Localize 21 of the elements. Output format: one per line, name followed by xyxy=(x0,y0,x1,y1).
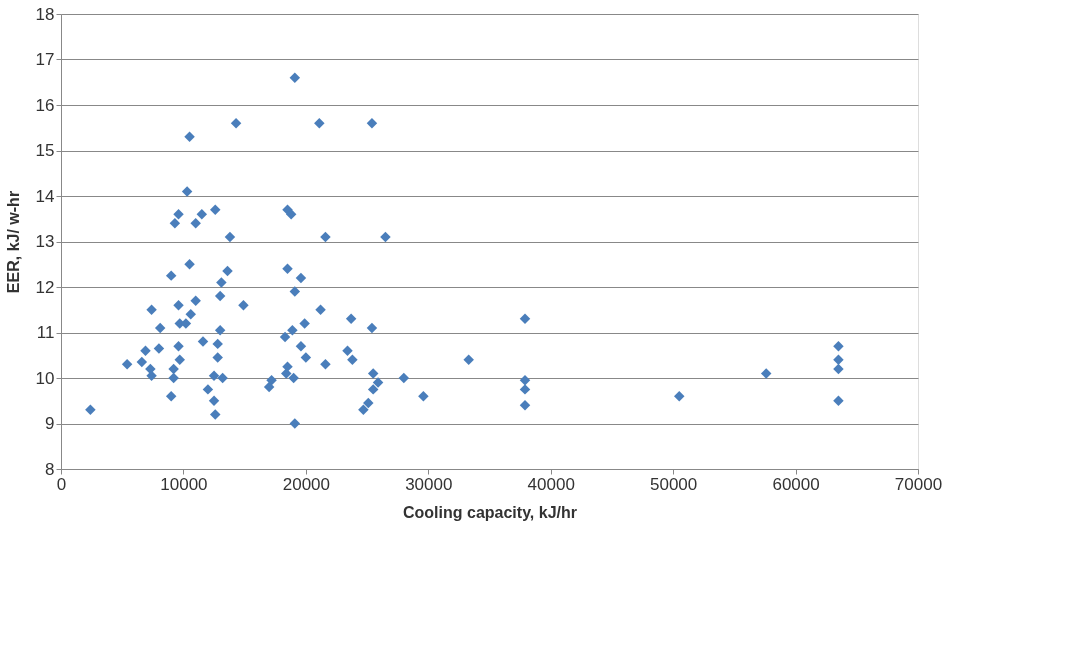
y-tick-label: 8 xyxy=(45,459,55,479)
x-tick-label: 50000 xyxy=(650,474,698,494)
x-tick-label: 30000 xyxy=(405,474,453,494)
y-tick-label: 17 xyxy=(35,50,55,69)
y-tick-label: 11 xyxy=(36,323,55,342)
x-tick-label: 20000 xyxy=(282,474,330,494)
y-tick-label: 13 xyxy=(35,232,55,251)
y-tick-label: 18 xyxy=(35,4,55,24)
y-tick-label: 14 xyxy=(35,186,55,206)
x-tick-label: 10000 xyxy=(160,474,208,494)
y-tick-label: 9 xyxy=(45,414,55,433)
x-tick-label: 60000 xyxy=(772,474,820,494)
x-tick-label: 40000 xyxy=(527,474,575,494)
y-tick-label: 12 xyxy=(35,277,55,297)
y-axis-title: EER, kJ/ w-hr xyxy=(4,190,22,294)
x-tick-label: 0 xyxy=(56,474,67,494)
x-tick-label: 70000 xyxy=(894,474,943,494)
y-tick-label: 16 xyxy=(35,95,55,115)
y-tick-label: 10 xyxy=(35,368,55,388)
y-tick-label: 15 xyxy=(35,141,55,160)
x-axis-title: Cooling capacity, kJ/hr xyxy=(403,503,577,521)
